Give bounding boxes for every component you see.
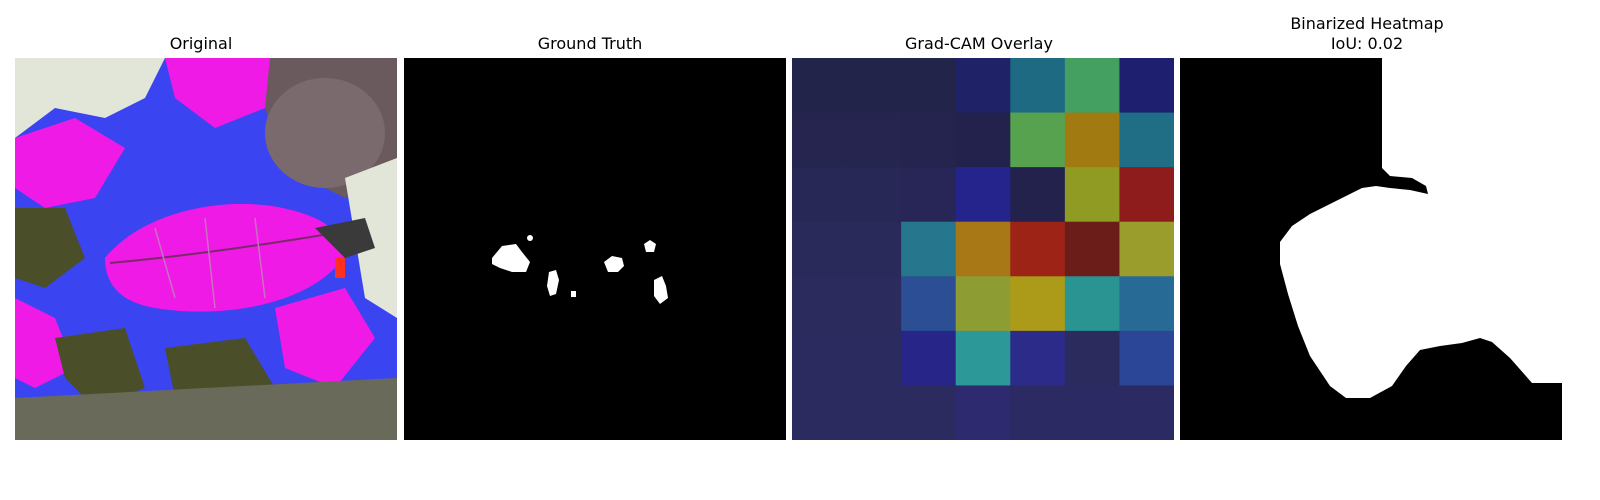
gradcam-cell: [1064, 58, 1120, 114]
gradcam-cell: [1119, 112, 1174, 168]
gradcam-cell: [1064, 221, 1120, 277]
gradcam-cell: [846, 221, 902, 277]
gradcam-cell: [1119, 221, 1174, 277]
gradcam-cell: [901, 221, 957, 277]
gradcam-cell: [792, 221, 848, 277]
gradcam-cell: [792, 58, 848, 114]
gradcam-cell: [1064, 276, 1120, 332]
original-image: [15, 58, 397, 440]
gradcam-cell: [846, 112, 902, 168]
panel-title-ground-truth: Ground Truth: [537, 34, 643, 53]
panel-title-gradcam-overlay: Grad-CAM Overlay: [905, 34, 1053, 53]
gradcam-cell: [955, 385, 1011, 440]
gradcam-cell: [1010, 112, 1066, 168]
panel-title-binarized-heatmap: Binarized Heatmap: [1290, 14, 1444, 33]
gradcam-cell: [901, 385, 957, 440]
gradcam-cell: [792, 385, 848, 440]
gradcam-cell: [846, 58, 902, 114]
gradcam-cell: [1119, 330, 1174, 386]
gradcam-cell: [901, 58, 957, 114]
gradcam-cell: [1119, 58, 1174, 114]
gradcam-cell: [1010, 221, 1066, 277]
gradcam-cell: [1010, 58, 1066, 114]
ground-truth-blobs: [404, 58, 786, 440]
gradcam-cell: [1064, 167, 1120, 223]
gradcam-cell: [1010, 276, 1066, 332]
gradcam-cell: [1010, 167, 1066, 223]
gradcam-cell: [792, 276, 848, 332]
gradcam-cell: [901, 167, 957, 223]
original-leaf-photo: [15, 58, 397, 440]
gradcam-cell: [1119, 276, 1174, 332]
ground-truth-mask: [404, 58, 786, 440]
gradcam-cell: [792, 112, 848, 168]
gradcam-cell: [792, 330, 848, 386]
gradcam-heatmap: [792, 58, 1174, 440]
gradcam-cell: [1064, 112, 1120, 168]
gradcam-cell: [846, 330, 902, 386]
gradcam-cell: [955, 330, 1011, 386]
gradcam-cell: [955, 276, 1011, 332]
gradcam-cell: [901, 276, 957, 332]
panel-subtitle-iou: IoU: 0.02: [1330, 34, 1404, 53]
gradcam-cell: [846, 385, 902, 440]
binarized-mask-shape: [1180, 58, 1562, 440]
gradcam-cell: [846, 167, 902, 223]
gradcam-cell: [1064, 385, 1120, 440]
gradcam-grid: [792, 58, 1174, 440]
gradcam-cell: [1119, 167, 1174, 223]
gradcam-cell: [955, 221, 1011, 277]
gradcam-cell: [1010, 330, 1066, 386]
gradcam-cell: [792, 167, 848, 223]
gradcam-cell: [955, 167, 1011, 223]
gradcam-cell: [901, 112, 957, 168]
gradcam-cell: [1064, 330, 1120, 386]
gradcam-cell: [1119, 385, 1174, 440]
gradcam-cell: [955, 58, 1011, 114]
gradcam-cell: [1010, 385, 1066, 440]
binarized-heatmap-mask: [1180, 58, 1562, 440]
gradcam-cell: [955, 112, 1011, 168]
panel-title-original: Original: [169, 34, 233, 53]
gradcam-cell: [846, 276, 902, 332]
gradcam-cell: [901, 330, 957, 386]
